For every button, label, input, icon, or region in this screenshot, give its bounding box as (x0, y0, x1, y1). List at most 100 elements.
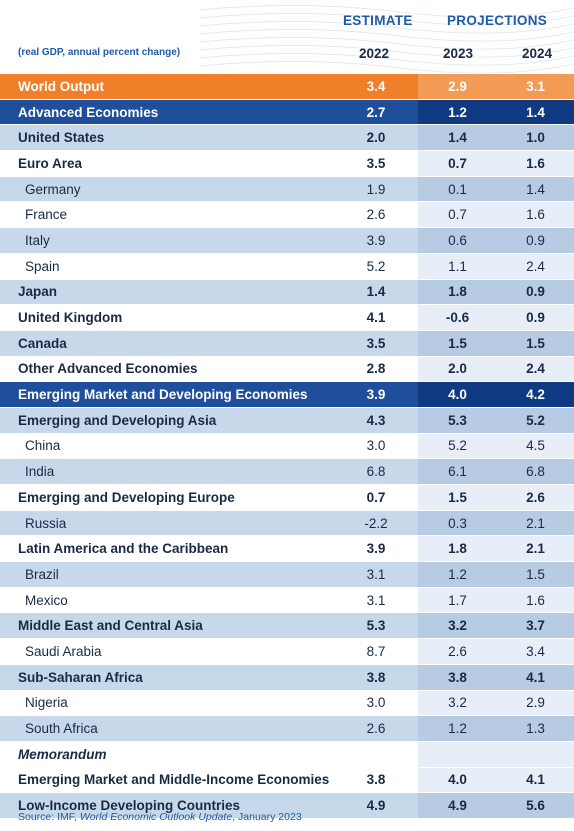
row-value-2022: 1.9 (334, 175, 418, 202)
row-value-2022 (334, 740, 418, 768)
row-value-2023: 3.2 (418, 612, 497, 639)
row-label: Middle East and Central Asia (0, 612, 334, 639)
row-label: Germany (0, 175, 334, 202)
estimate-heading: ESTIMATE (343, 13, 413, 28)
row-value-2024: 2.6 (497, 484, 574, 511)
row-value-2023: 1.5 (418, 329, 497, 357)
table-row: Other Advanced Economies 2.8 2.0 2.4 (0, 355, 574, 382)
source-title: World Economic Outlook Update (79, 811, 233, 823)
row-value-2022: 2.7 (334, 98, 418, 125)
row-value-2023: 4.0 (418, 381, 497, 408)
row-value-2024: 3.7 (497, 612, 574, 639)
row-value-2022: 3.8 (334, 663, 418, 690)
row-value-2023: 0.7 (418, 201, 497, 228)
table-row: Advanced Economies 2.7 1.2 1.4 (0, 98, 574, 125)
table-row: France 2.6 0.7 1.6 (0, 201, 574, 228)
row-label: Sub-Saharan Africa (0, 663, 334, 690)
row-label: Canada (0, 329, 334, 357)
row-value-2023: 6.1 (418, 458, 497, 485)
row-value-2022: 2.8 (334, 355, 418, 382)
row-label: Nigeria (0, 689, 334, 716)
projections-heading: PROJECTIONS (447, 13, 548, 28)
row-value-2022: 3.0 (334, 432, 418, 459)
row-value-2023: 1.2 (418, 98, 497, 125)
row-label: Low-Income Developing Countries (0, 792, 334, 818)
row-label: Other Advanced Economies (0, 355, 334, 382)
row-label: France (0, 201, 334, 228)
row-value-2022: 4.9 (334, 792, 418, 818)
row-label: United States (0, 124, 334, 151)
row-label: Emerging Market and Developing Economies (0, 381, 334, 408)
row-value-2022: 3.5 (334, 150, 418, 177)
table-row: Germany 1.9 0.1 1.4 (0, 175, 574, 202)
table-row: Euro Area 3.5 0.7 1.6 (0, 150, 574, 177)
row-label: Advanced Economies (0, 98, 334, 125)
row-value-2023: 1.8 (418, 535, 497, 562)
row-label: Emerging and Developing Asia (0, 406, 334, 434)
row-value-2022: 3.9 (334, 381, 418, 408)
wave-pattern-decoration (199, 5, 574, 74)
row-value-2024: 4.2 (497, 381, 574, 408)
row-label: Italy (0, 227, 334, 254)
row-label: Latin America and the Caribbean (0, 535, 334, 562)
row-value-2024: 4.1 (497, 663, 574, 690)
row-value-2024: 1.3 (497, 715, 574, 742)
table-row: Saudi Arabia 8.7 2.6 3.4 (0, 638, 574, 665)
row-value-2024: 4.5 (497, 432, 574, 459)
year-2024: 2024 (521, 46, 553, 61)
row-value-2023: 1.8 (418, 278, 497, 305)
row-value-2024: 3.1 (497, 74, 574, 100)
row-label: Japan (0, 278, 334, 305)
table-row: Emerging Market and Middle-Income Econom… (0, 766, 574, 793)
table-header: ESTIMATE PROJECTIONS (real GDP, annual p… (0, 0, 574, 74)
row-label: Memorandum (0, 740, 334, 768)
row-value-2024: 1.6 (497, 201, 574, 228)
row-value-2024: 1.4 (497, 175, 574, 202)
row-value-2024: 2.1 (497, 509, 574, 536)
row-value-2023: 0.3 (418, 509, 497, 536)
table-row: United States 2.0 1.4 1.0 (0, 124, 574, 151)
row-value-2024: 1.5 (497, 561, 574, 588)
row-value-2023: 1.4 (418, 124, 497, 151)
table-row: Sub-Saharan Africa 3.8 3.8 4.1 (0, 663, 574, 690)
table-row: Brazil 3.1 1.2 1.5 (0, 561, 574, 588)
table-row: Low-Income Developing Countries 4.9 4.9 5.6 (0, 792, 574, 818)
row-value-2023: 3.2 (418, 689, 497, 716)
row-value-2022: 0.7 (334, 484, 418, 511)
row-value-2023: 4.9 (418, 792, 497, 818)
row-value-2024: 6.8 (497, 458, 574, 485)
table-row: India 6.8 6.1 6.8 (0, 458, 574, 485)
row-value-2024: 2.4 (497, 252, 574, 279)
row-value-2024: 3.4 (497, 638, 574, 665)
row-label: Brazil (0, 561, 334, 588)
row-value-2023: -0.6 (418, 304, 497, 331)
row-value-2024: 0.9 (497, 227, 574, 254)
row-value-2024: 2.9 (497, 689, 574, 716)
table-row: Emerging Market and Developing Economies… (0, 381, 574, 408)
row-value-2022: 5.2 (334, 252, 418, 279)
row-value-2022: 4.1 (334, 304, 418, 331)
row-label: World Output (0, 74, 334, 100)
row-value-2022: 3.5 (334, 329, 418, 357)
table-row: Spain 5.2 1.1 2.4 (0, 252, 574, 279)
row-value-2024: 1.5 (497, 329, 574, 357)
row-value-2023: 2.0 (418, 355, 497, 382)
row-value-2022: 3.1 (334, 561, 418, 588)
row-value-2022: 3.4 (334, 74, 418, 100)
row-value-2024: 1.6 (497, 150, 574, 177)
row-value-2024: 2.1 (497, 535, 574, 562)
table-row: United Kingdom 4.1 -0.6 0.9 (0, 304, 574, 331)
row-label: Mexico (0, 586, 334, 613)
row-value-2023: 2.6 (418, 638, 497, 665)
row-value-2024: 5.2 (497, 406, 574, 434)
table-row: Memorandum (0, 740, 574, 768)
table-row: Russia -2.2 0.3 2.1 (0, 509, 574, 536)
table-row: Japan 1.4 1.8 0.9 (0, 278, 574, 305)
table-row: Middle East and Central Asia 5.3 3.2 3.7 (0, 612, 574, 639)
row-value-2022: 4.3 (334, 406, 418, 434)
row-value-2024: 1.4 (497, 98, 574, 125)
row-label: South Africa (0, 715, 334, 742)
row-label: China (0, 432, 334, 459)
row-value-2023: 0.6 (418, 227, 497, 254)
row-value-2023: 3.8 (418, 663, 497, 690)
